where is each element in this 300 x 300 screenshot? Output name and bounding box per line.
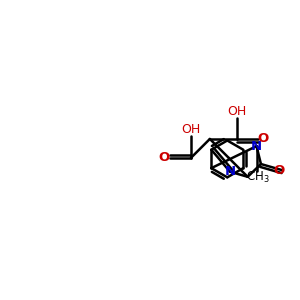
Text: CH$_3$: CH$_3$ — [246, 169, 270, 184]
Text: N: N — [251, 140, 262, 153]
Text: N: N — [224, 165, 236, 178]
Text: OH: OH — [181, 124, 200, 136]
Text: OH: OH — [227, 104, 246, 118]
Text: O: O — [273, 164, 284, 177]
Text: O: O — [158, 152, 170, 164]
Text: O: O — [258, 133, 269, 146]
